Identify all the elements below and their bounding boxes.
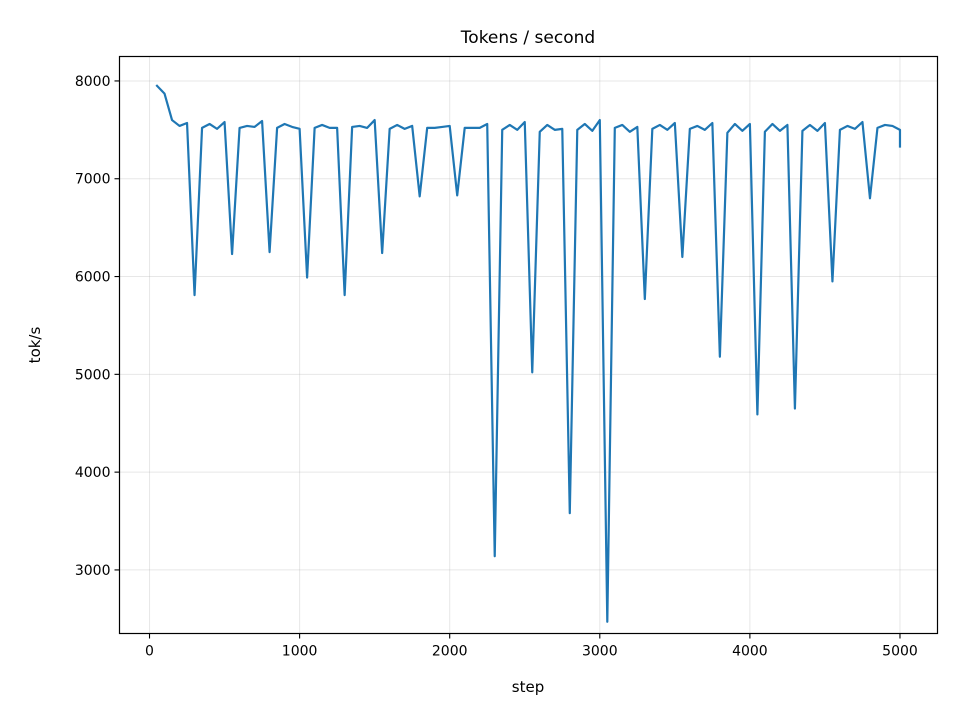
- y-tick-label: 6000: [75, 270, 111, 286]
- y-tick-label: 5000: [75, 367, 111, 383]
- x-tick-label: 4000: [732, 644, 768, 660]
- x-tick-label: 0: [145, 644, 154, 660]
- plot-frame: [118, 55, 939, 635]
- series-layer: [155, 84, 902, 623]
- x-tick-label: 3000: [582, 644, 618, 660]
- x-axis-title: step: [512, 678, 544, 696]
- y-tick-label: 8000: [75, 74, 111, 90]
- x-tick-label: 1000: [282, 644, 318, 660]
- axis-ticks: 0 1000 2000 3000 4000 5000 3000 4000 5000 6000 700…: [75, 74, 918, 660]
- y-axis-title: tok/s: [26, 327, 44, 364]
- grid: [119, 56, 938, 634]
- tokens-per-second-line: [155, 84, 902, 623]
- y-tick-label: 4000: [75, 465, 111, 481]
- x-tick-label: 2000: [432, 644, 468, 660]
- chart-title: Tokens / second: [460, 28, 595, 48]
- x-tick-label: 5000: [882, 644, 918, 660]
- y-tick-label: 3000: [75, 563, 111, 579]
- y-tick-label: 7000: [75, 172, 111, 188]
